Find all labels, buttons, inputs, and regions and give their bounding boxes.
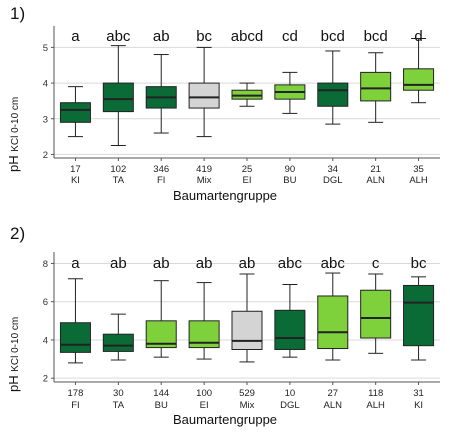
significance-letter: ab bbox=[239, 255, 256, 272]
y-tick-label: 5 bbox=[43, 43, 48, 54]
box bbox=[102, 82, 134, 113]
sample-count: 21 bbox=[370, 164, 381, 175]
panel-label: 1) bbox=[10, 4, 26, 23]
significance-letter: ab bbox=[153, 28, 170, 45]
sample-count: 90 bbox=[285, 164, 296, 175]
sample-count: 34 bbox=[327, 164, 338, 175]
category-label: BU bbox=[155, 400, 168, 410]
sample-count: 144 bbox=[153, 388, 169, 399]
sample-count: 30 bbox=[113, 388, 124, 399]
y-tick-label: 4 bbox=[43, 79, 48, 90]
chart-panel-1: 1) pH KCl 0-10 cm 2 3 4 5 a 17 KI abc 102 TA ab 346… bbox=[0, 0, 450, 218]
sample-count: 346 bbox=[153, 164, 169, 175]
boxplot-1: 2345a17KIabc102TAab346FIbc419Mixabcd25EI… bbox=[43, 26, 440, 186]
x-axis-label: Baumartengruppe bbox=[172, 412, 278, 427]
category-label: FI bbox=[157, 175, 165, 186]
category-label: DGL bbox=[280, 400, 300, 410]
y-tick-label: 2 bbox=[43, 150, 48, 161]
significance-letter: abcd bbox=[231, 28, 264, 45]
significance-letter: abc bbox=[278, 255, 303, 272]
sample-count: 27 bbox=[327, 388, 338, 399]
box bbox=[403, 68, 435, 91]
sample-count: 100 bbox=[196, 388, 212, 399]
category-label: TA bbox=[113, 400, 125, 410]
box bbox=[360, 289, 392, 339]
significance-letter: bc bbox=[196, 28, 212, 45]
significance-letter: a bbox=[71, 28, 80, 45]
significance-letter: cd bbox=[282, 28, 298, 45]
significance-letter: ab bbox=[196, 255, 213, 272]
sample-count: 419 bbox=[196, 164, 212, 175]
box bbox=[59, 102, 91, 123]
category-label: Mix bbox=[197, 175, 212, 186]
box bbox=[274, 309, 306, 350]
category-label: BU bbox=[283, 175, 296, 186]
box bbox=[317, 295, 349, 350]
panel-label: 2) bbox=[10, 224, 26, 243]
category-label: ALH bbox=[366, 400, 385, 410]
category-label: TA bbox=[113, 175, 125, 186]
box bbox=[59, 322, 91, 353]
category-label: DGL bbox=[323, 175, 343, 186]
box bbox=[403, 284, 435, 347]
y-tick-label: 3 bbox=[43, 114, 48, 125]
box bbox=[102, 333, 134, 352]
x-axis-label: Baumartengruppe bbox=[172, 188, 278, 203]
significance-letter: ab bbox=[110, 255, 127, 272]
category-label: ALN bbox=[324, 400, 343, 410]
sample-count: 31 bbox=[413, 388, 424, 399]
category-label: Mix bbox=[240, 400, 255, 410]
category-label: EI bbox=[243, 175, 252, 186]
box bbox=[188, 82, 220, 109]
category-label: FI bbox=[71, 400, 79, 410]
chart-panel-2: 2) pH KCl 0-10 cm 2 4 6 8 a 178 FI ab 30 TA ab 144 B… bbox=[0, 220, 450, 438]
box bbox=[360, 71, 392, 102]
significance-letter: bcd bbox=[364, 28, 388, 45]
category-label: KI bbox=[71, 175, 80, 186]
significance-letter: d bbox=[414, 28, 422, 45]
sample-count: 102 bbox=[110, 164, 126, 175]
significance-letter: abc bbox=[106, 28, 131, 45]
sample-count: 17 bbox=[70, 164, 81, 175]
significance-letter: c bbox=[372, 255, 380, 272]
y-tick-label: 4 bbox=[43, 335, 48, 346]
significance-letter: abc bbox=[321, 255, 346, 272]
sample-count: 118 bbox=[368, 388, 383, 399]
sample-count: 10 bbox=[285, 388, 296, 399]
sample-count: 35 bbox=[413, 164, 424, 175]
sample-count: 25 bbox=[242, 164, 253, 175]
box bbox=[317, 82, 349, 107]
category-label: KI bbox=[414, 400, 423, 410]
category-label: ALN bbox=[366, 175, 385, 186]
category-label: EI bbox=[200, 400, 209, 410]
sample-count: 529 bbox=[239, 388, 255, 399]
y-tick-label: 2 bbox=[43, 374, 48, 385]
y-tick-label: 8 bbox=[43, 259, 48, 270]
sample-count: 178 bbox=[68, 388, 84, 399]
category-label: ALH bbox=[409, 175, 428, 186]
significance-letter: bcd bbox=[321, 28, 345, 45]
box bbox=[231, 310, 263, 351]
y-tick-label: 6 bbox=[43, 297, 48, 308]
significance-letter: a bbox=[71, 255, 80, 272]
significance-letter: bc bbox=[411, 255, 427, 272]
significance-letter: ab bbox=[153, 255, 170, 272]
